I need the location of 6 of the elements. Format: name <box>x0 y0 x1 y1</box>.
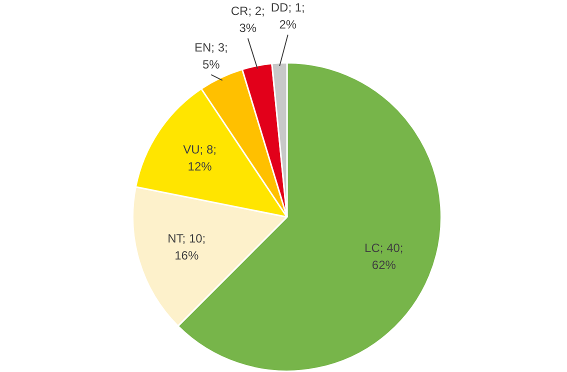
slice-label: VU; 8; 12% <box>183 142 216 174</box>
slice-label: LC; 40; 62% <box>364 240 404 272</box>
slice-label: NT; 10; 16% <box>168 231 206 262</box>
slice-label: EN; 3; 5% <box>194 40 228 72</box>
slice-label: CR; 2; 3% <box>230 4 265 36</box>
slice-label: DD; 1; 2% <box>270 0 305 32</box>
